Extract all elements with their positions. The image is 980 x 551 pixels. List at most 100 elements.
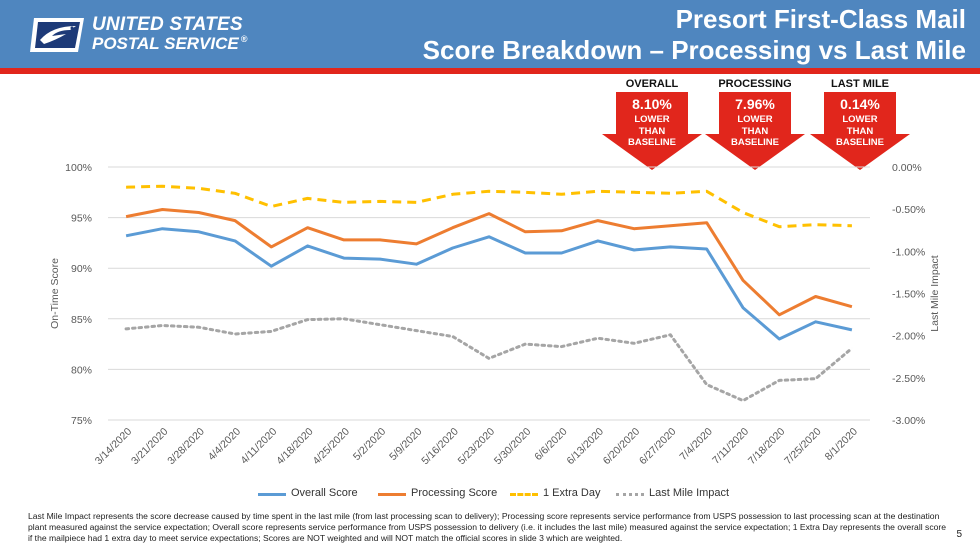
legend-swatch: [258, 493, 286, 496]
data-point: [669, 192, 671, 194]
data-point: [415, 201, 417, 203]
data-point: [452, 193, 454, 195]
data-point: [560, 252, 562, 254]
callout-label: LAST MILE: [830, 78, 890, 90]
x-tick-label: 4/25/2020: [310, 426, 352, 468]
x-tick-label: 4/4/2020: [206, 426, 243, 463]
x-tick-label: 7/25/2020: [782, 426, 824, 468]
callout-value: 8.10%: [632, 96, 672, 112]
registered-mark: ®: [240, 34, 248, 44]
data-point: [452, 247, 454, 249]
header-accent-line: [0, 68, 980, 74]
x-tick-label: 3/14/2020: [93, 426, 135, 468]
data-point: [198, 326, 200, 328]
y-axis-title-right: Last Mile Impact: [929, 255, 941, 332]
data-point: [270, 246, 272, 248]
data-point: [814, 321, 816, 323]
data-point: [125, 215, 127, 217]
series-line-overall-score: [125, 227, 853, 341]
legend-label: Processing Score: [411, 487, 498, 499]
page-title-line2: Score Breakdown – Processing vs Last Mil…: [422, 35, 966, 65]
data-point: [597, 240, 599, 242]
data-point: [161, 185, 163, 187]
x-tick-label: 7/4/2020: [677, 426, 714, 463]
data-point: [742, 279, 744, 281]
data-point: [633, 191, 635, 193]
data-point: [270, 205, 272, 207]
data-point: [778, 379, 780, 381]
y-tick-label-left: 95%: [71, 213, 92, 225]
callout-label: PROCESSING: [718, 78, 792, 90]
data-point: [452, 227, 454, 229]
data-point: [597, 219, 599, 221]
data-point: [633, 249, 635, 251]
down-arrow-icon: [810, 92, 910, 170]
data-point: [452, 335, 454, 337]
y-tick-label-left: 100%: [65, 162, 92, 174]
y-tick-label-right: -2.50%: [892, 373, 925, 385]
data-point: [597, 190, 599, 192]
x-tick-label: 4/11/2020: [238, 426, 279, 467]
data-point: [234, 192, 236, 194]
data-point: [814, 223, 816, 225]
y-tick-label-left: 75%: [71, 415, 92, 427]
data-point: [379, 324, 381, 326]
data-point: [706, 383, 708, 385]
data-point: [778, 226, 780, 228]
data-point: [597, 337, 599, 339]
data-point: [234, 240, 236, 242]
data-point: [415, 329, 417, 331]
x-tick-label: 3/28/2020: [165, 426, 207, 468]
x-tick-label: 5/9/2020: [387, 426, 424, 463]
data-point: [669, 246, 671, 248]
legend-swatch: [510, 493, 538, 496]
data-point: [488, 212, 490, 214]
data-point: [706, 221, 708, 223]
callout-processing: PROCESSING 7.96% LOWER THAN BASELINE: [705, 78, 805, 170]
callout-overall: OVERALL 8.10% LOWER THAN BASELINE: [602, 78, 702, 170]
data-point: [343, 257, 345, 259]
usps-eagle-icon: [30, 18, 84, 52]
y-tick-label-right: -0.50%: [892, 204, 925, 216]
y-tick-label-right: -2.00%: [892, 331, 925, 343]
header-bar: [0, 0, 980, 68]
legend-label: Last Mile Impact: [649, 487, 730, 499]
data-point: [415, 243, 417, 245]
legend-swatch: [616, 493, 644, 496]
data-point: [343, 239, 345, 241]
x-tick-label: 3/21/2020: [129, 426, 171, 468]
callout-text: LOWER THAN BASELINE: [835, 114, 885, 148]
footnote: Last Mile Impact represents the score de…: [28, 511, 947, 543]
data-point: [488, 357, 490, 359]
series-line-1-extra-day: [126, 184, 852, 229]
line-chart: 75% 80% 85% 90% 95% 100% 0.00% -0.50% -1.00% -1.5…: [49, 162, 941, 468]
data-point: [851, 224, 853, 226]
callout-value: 0.14%: [840, 96, 880, 112]
data-point: [633, 228, 635, 230]
callout-last-mile: LAST MILE 0.14% LOWER THAN BASELINE: [810, 78, 910, 170]
legend-label: Overall Score: [291, 487, 358, 499]
y-tick-label-left: 90%: [71, 263, 92, 275]
x-tick-label: 5/2/2020: [351, 426, 388, 463]
usps-logo: UNITED STATES POSTAL SERVICE ®: [30, 12, 250, 56]
page-number: 5: [956, 529, 962, 540]
data-point: [814, 377, 816, 379]
callout-value: 7.96%: [735, 96, 775, 112]
down-arrow-icon: [602, 92, 702, 170]
y-tick-label-left: 85%: [71, 314, 92, 326]
x-tick-label: 6/20/2020: [601, 426, 643, 468]
data-point: [778, 338, 780, 340]
data-point: [560, 230, 562, 232]
data-point: [560, 345, 562, 347]
x-tick-label: 6/27/2020: [637, 426, 679, 468]
data-point: [488, 190, 490, 192]
data-point: [851, 305, 853, 307]
y-tick-label-left: 80%: [71, 364, 92, 376]
y-tick-label-right: -3.00%: [892, 415, 925, 427]
data-point: [270, 265, 272, 267]
data-point: [379, 258, 381, 260]
y-tick-label-right: -1.00%: [892, 246, 925, 258]
callout-label: OVERALL: [625, 78, 679, 90]
series-line-processing-score: [125, 208, 853, 317]
legend-swatch: [378, 493, 406, 496]
